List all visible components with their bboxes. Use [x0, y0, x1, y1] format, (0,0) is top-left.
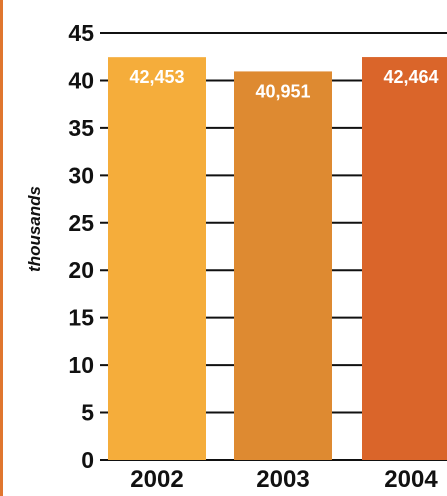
- value-label: 42,453: [129, 67, 184, 87]
- value-label: 40,951: [255, 81, 310, 101]
- bars: [108, 57, 447, 461]
- value-labels: 42,453 40,951 42,464: [129, 67, 438, 101]
- value-label: 42,464: [383, 67, 438, 87]
- y-tick-label: 20: [68, 257, 94, 283]
- x-category-label: 2003: [256, 466, 309, 493]
- y-tick-label: 0: [81, 447, 94, 473]
- left-border-accent: [0, 0, 3, 496]
- y-tick-label: 10: [68, 352, 94, 378]
- y-axis-title: thousands: [25, 186, 44, 272]
- x-category-label: 2002: [130, 466, 183, 493]
- y-tick-label: 5: [81, 400, 94, 426]
- y-tick-label: 45: [68, 20, 94, 46]
- y-tick-label: 30: [68, 162, 94, 188]
- y-tick-label: 15: [68, 305, 94, 331]
- y-tick-label: 35: [68, 115, 94, 141]
- x-category-label: 2004: [384, 466, 438, 493]
- y-tick-label: 40: [68, 67, 94, 93]
- y-tick-label: 25: [68, 210, 94, 236]
- y-axis-ticks: 0 5 10 15 20 25 30 35 40 45: [68, 20, 94, 473]
- x-axis-categories: 2002 2003 2004: [130, 466, 438, 493]
- bar-2002: [108, 57, 206, 460]
- bar-2003: [234, 71, 332, 461]
- bar-2004: [362, 57, 447, 461]
